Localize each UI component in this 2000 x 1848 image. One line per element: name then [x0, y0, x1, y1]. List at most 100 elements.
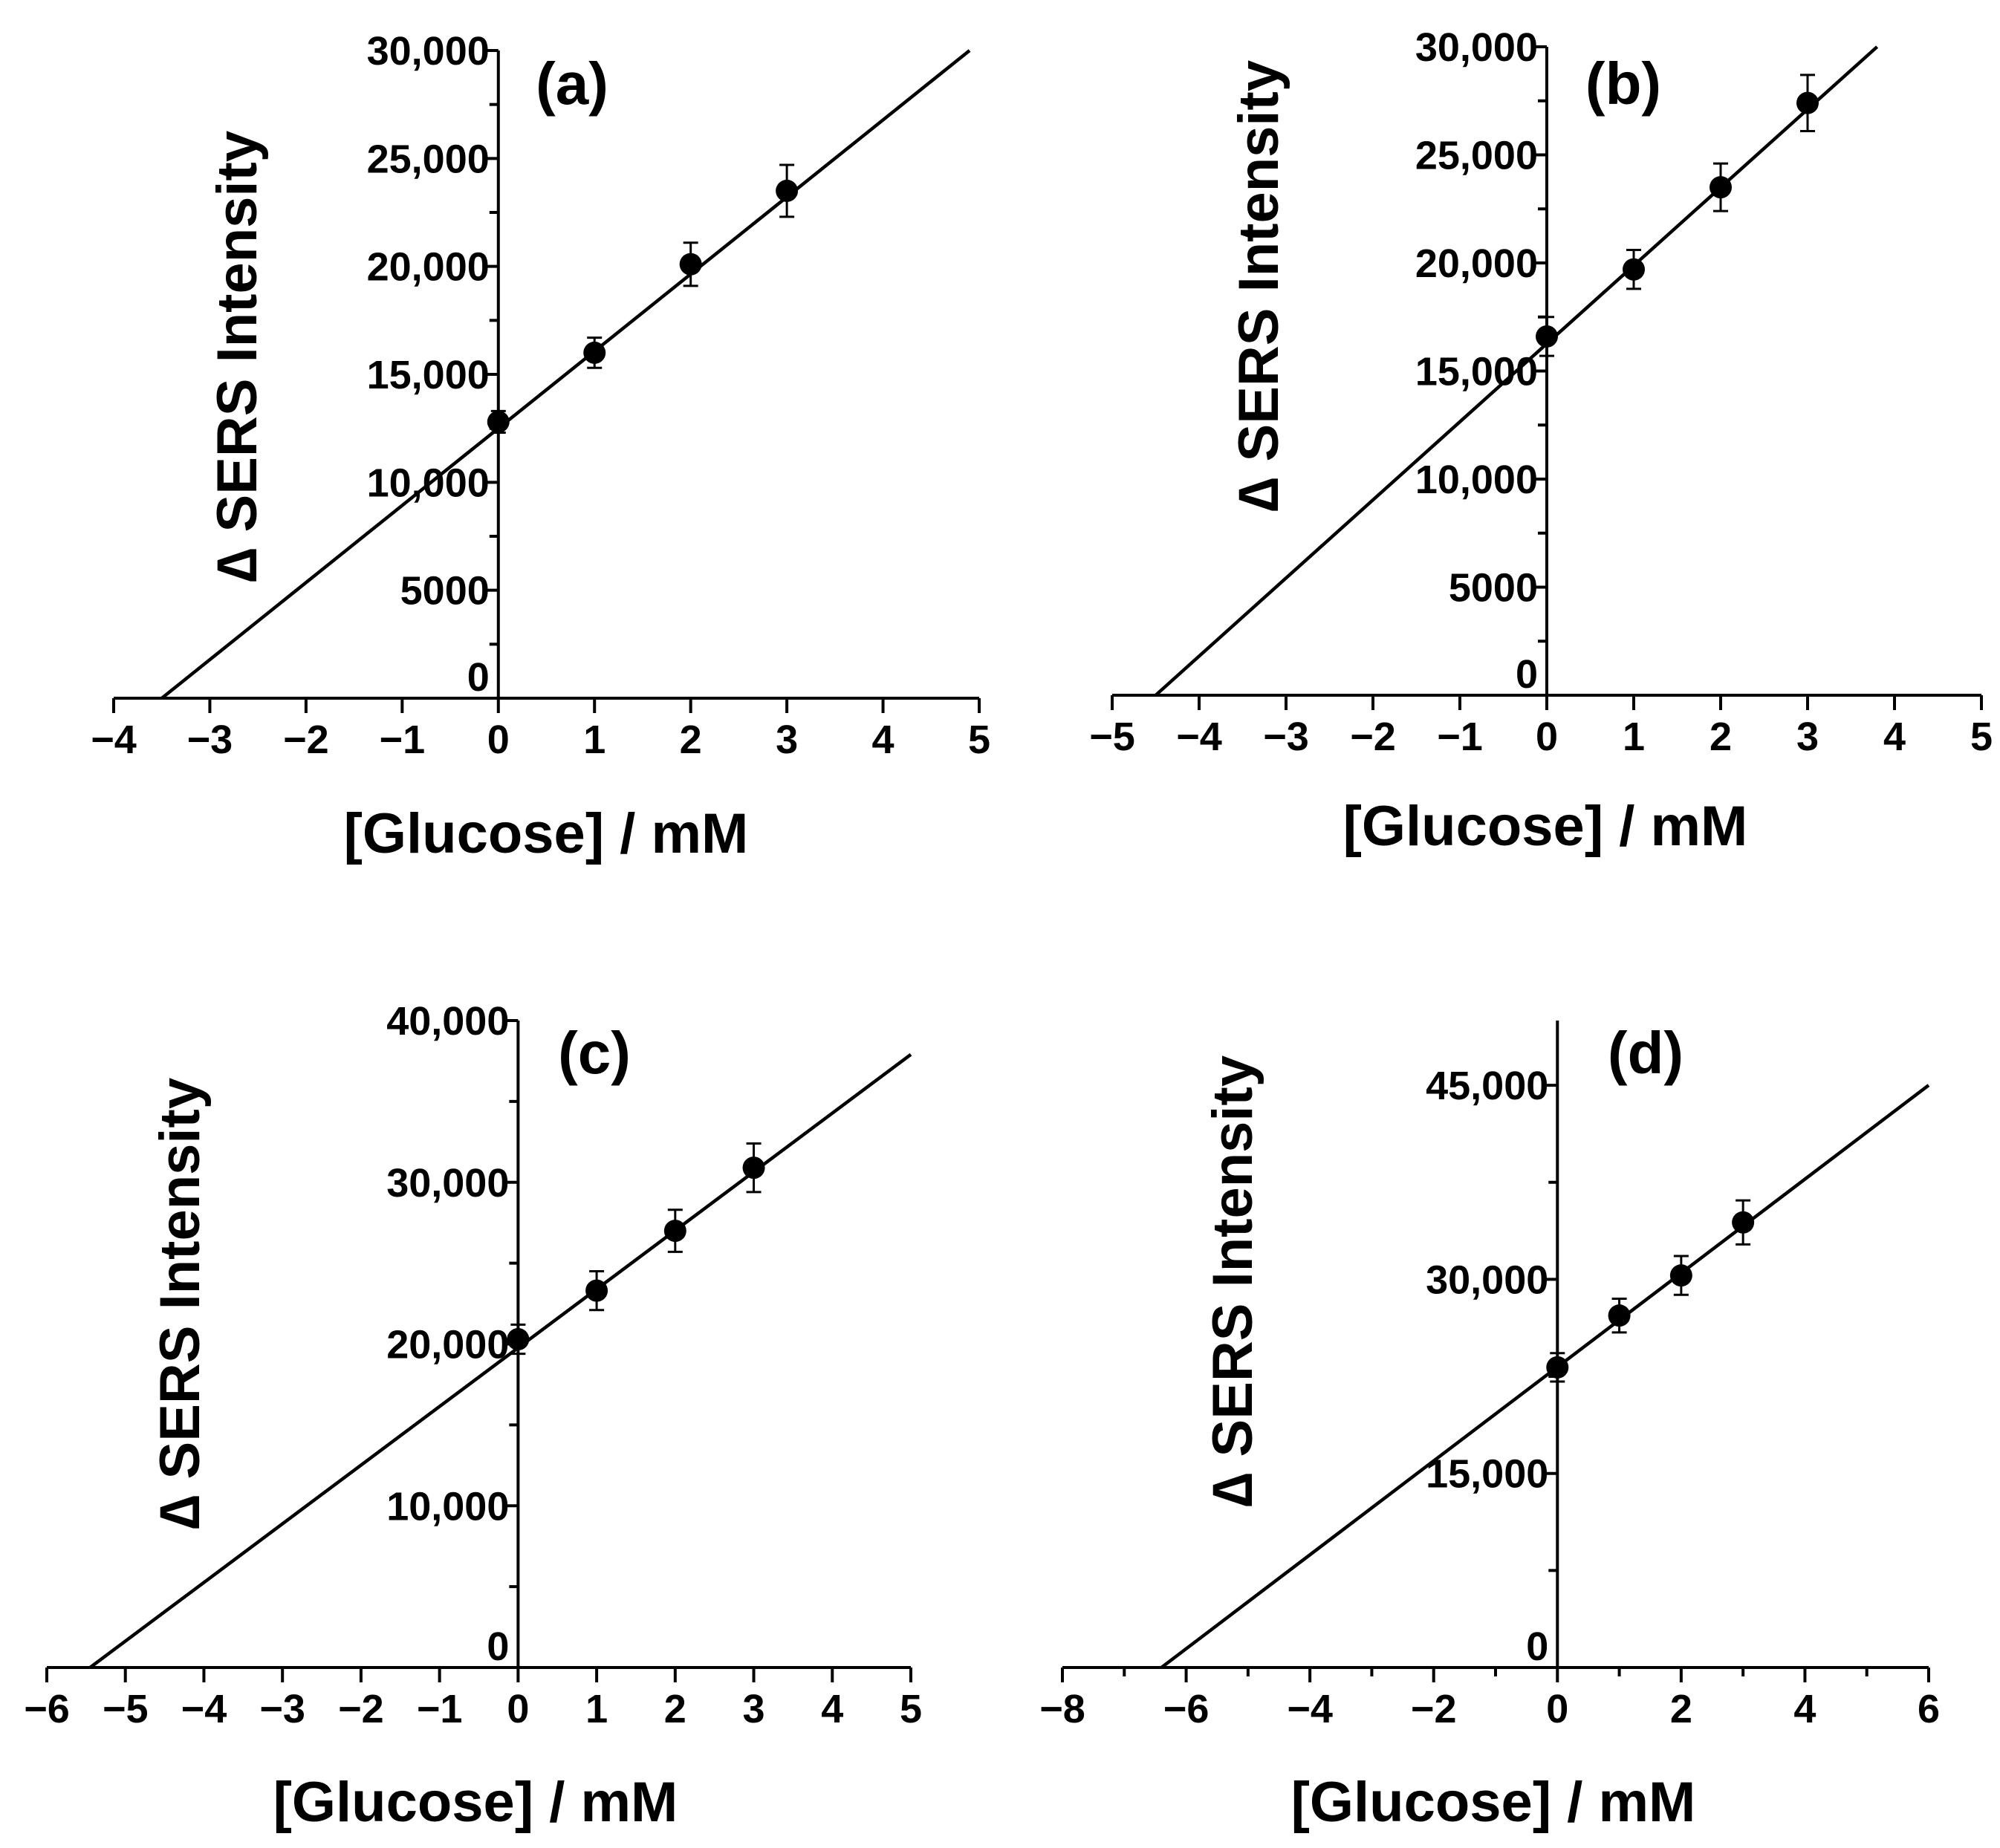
y-tick-label: 10,000 [386, 1484, 509, 1529]
data-point [1796, 91, 1819, 114]
data-point [1732, 1211, 1755, 1234]
x-tick-label: 6 [1918, 1687, 1940, 1731]
x-tick-label: 5 [900, 1687, 922, 1731]
x-tick-label: 3 [776, 718, 798, 762]
y-tick-label: 5000 [1449, 566, 1538, 611]
data-point [585, 1279, 608, 1302]
panel-c: −6 −5 −4 −3 −2 −1 0 1 2 3 4 5 0 10,000 20,000 30,000 40,… [24, 999, 922, 1834]
x-tick-label: −5 [1089, 715, 1135, 759]
x-tick-label: −3 [1263, 715, 1309, 759]
x-axis-title: [Glucose] / mM [1343, 795, 1748, 858]
data-point [507, 1327, 530, 1350]
x-tick-label: −6 [1163, 1687, 1210, 1731]
x-tick-label: −2 [1350, 715, 1396, 759]
x-tick-label: 3 [743, 1687, 765, 1731]
x-tick-label: −2 [283, 718, 329, 762]
x-tick-label: 0 [507, 1687, 529, 1731]
y-tick-label: 40,000 [386, 999, 509, 1044]
x-tick-label: 2 [680, 718, 702, 762]
x-tick-label: 4 [872, 718, 895, 762]
x-tick-label: 1 [585, 1687, 608, 1731]
x-tick-label: 0 [1536, 715, 1558, 759]
fit-line [160, 49, 971, 700]
data-point [679, 253, 702, 276]
y-tick-label: 45,000 [1426, 1064, 1548, 1108]
data-point [663, 1220, 686, 1243]
x-tick-label: 4 [1883, 715, 1906, 759]
y-axis-title: ∆ SERS Intensity [1227, 60, 1290, 512]
data-point [1669, 1264, 1692, 1287]
y-tick-label: 15,000 [1426, 1452, 1548, 1497]
x-tick-label: −1 [1437, 715, 1483, 759]
x-tick-label: 1 [1623, 715, 1645, 759]
x-axis-title: [Glucose] / mM [1291, 1771, 1696, 1834]
data-point [1546, 1356, 1569, 1379]
data-point [583, 341, 606, 364]
panel-label: (a) [536, 51, 608, 117]
panel-label: (b) [1585, 51, 1661, 117]
x-tick-label: −3 [187, 718, 233, 762]
y-tick-label: 15,000 [367, 353, 490, 397]
x-tick-label: 4 [1793, 1687, 1816, 1731]
x-tick-label: 5 [968, 718, 990, 762]
x-tick-label: 2 [1710, 715, 1732, 759]
x-tick-label: −2 [338, 1687, 384, 1731]
x-axis-title: [Glucose] / mM [344, 802, 749, 865]
x-tick-label: 0 [487, 718, 510, 762]
x-tick-label: −2 [1411, 1687, 1457, 1731]
y-tick-label: 0 [467, 655, 490, 700]
y-axis-title: ∆ SERS Intensity [149, 1078, 212, 1529]
data-point [1623, 258, 1645, 281]
x-tick-label: −4 [181, 1687, 227, 1731]
x-tick-label: 2 [1670, 1687, 1692, 1731]
panel-label: (d) [1608, 1020, 1684, 1086]
panel-label: (c) [558, 1020, 631, 1086]
x-tick-label: 1 [583, 718, 605, 762]
x-tick-label: −3 [259, 1687, 305, 1731]
x-tick-label: −5 [103, 1687, 149, 1731]
panel-b: −5 −4 −3 −2 −1 0 1 2 3 4 5 0 5000 10,000 15,000 20,000 2… [1089, 25, 1993, 858]
y-tick-label: 25,000 [367, 137, 490, 181]
data-point [1710, 176, 1732, 199]
panel-a: −4−3−2−10123450500010,00015,00020,00025,… [91, 29, 990, 865]
x-tick-label: −4 [1176, 715, 1222, 759]
x-tick-label: 4 [821, 1687, 843, 1731]
y-axis-title: ∆ SERS Intensity [206, 131, 269, 582]
fit-line [88, 1052, 912, 1669]
y-tick-label: 30,000 [386, 1161, 509, 1206]
x-tick-label: −8 [1039, 1687, 1085, 1731]
y-tick-label: 15,000 [1415, 350, 1538, 394]
y-axis-title: ∆ SERS Intensity [1201, 1055, 1264, 1507]
y-tick-label: 0 [1526, 1624, 1548, 1669]
y-tick-label: 30,000 [367, 29, 490, 74]
y-tick-label: 20,000 [367, 245, 490, 290]
x-tick-label: −6 [24, 1687, 70, 1731]
x-tick-label: 0 [1546, 1687, 1568, 1731]
y-tick-label: 10,000 [1415, 458, 1538, 502]
x-tick-label: −4 [91, 718, 137, 762]
x-tick-label: −4 [1287, 1687, 1333, 1731]
data-point [487, 410, 510, 433]
y-tick-label: 20,000 [1415, 241, 1538, 286]
fit-line [1154, 45, 1879, 697]
y-tick-label: 0 [487, 1624, 509, 1669]
y-tick-label: 0 [1516, 652, 1538, 697]
data-point [1608, 1304, 1631, 1327]
x-tick-label: 5 [1970, 715, 1993, 759]
x-tick-label: 2 [664, 1687, 686, 1731]
x-tick-label: −1 [380, 718, 426, 762]
y-tick-label: 25,000 [1415, 134, 1538, 178]
data-point [1536, 325, 1558, 348]
x-tick-label: −1 [417, 1687, 463, 1731]
y-tick-label: 20,000 [386, 1323, 509, 1367]
fit-line [1160, 1084, 1930, 1669]
x-axis-title: [Glucose] / mM [273, 1771, 678, 1834]
x-tick-label: 3 [1796, 715, 1819, 759]
y-tick-label: 5000 [400, 569, 490, 614]
data-point [776, 179, 799, 202]
y-tick-label: 30,000 [1426, 1258, 1548, 1302]
data-point [742, 1156, 765, 1180]
y-tick-label: 30,000 [1415, 25, 1538, 70]
panel-d: −8 −6 −4 −2 0 2 4 6 0 15,000 30,000 45,000 (d) [Gluco… [1039, 1020, 1940, 1834]
